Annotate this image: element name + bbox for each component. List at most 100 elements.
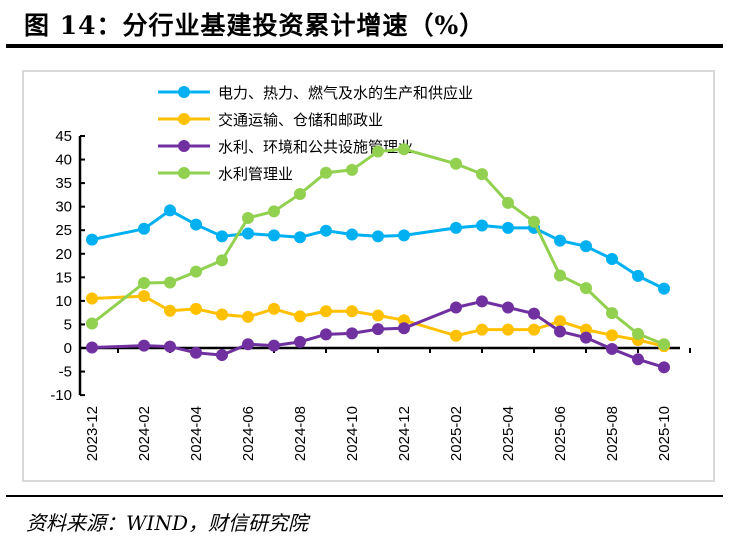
data-point — [632, 353, 644, 366]
data-point — [450, 221, 462, 234]
data-point — [242, 227, 254, 240]
data-point — [528, 215, 540, 228]
data-point — [606, 307, 618, 320]
data-point — [632, 327, 644, 340]
data-point — [190, 302, 202, 315]
data-point — [398, 322, 410, 335]
y-tick-label: 15 — [55, 269, 72, 286]
data-point — [658, 361, 670, 374]
data-point — [294, 335, 306, 348]
y-tick-label: 20 — [55, 246, 72, 263]
y-tick-label: 30 — [55, 199, 72, 216]
data-point — [86, 317, 98, 330]
figure-title: 图 14：分行业基建投资累计增速（%） — [24, 11, 486, 40]
series-2 — [86, 295, 670, 374]
data-point — [242, 310, 254, 323]
legend-swatch-marker — [178, 167, 190, 179]
series-3 — [86, 143, 670, 351]
data-point — [320, 166, 332, 179]
data-point — [554, 315, 566, 328]
data-point — [398, 229, 410, 242]
data-point — [502, 221, 514, 234]
data-point — [190, 346, 202, 359]
x-tick-label: 2024-12 — [396, 406, 413, 461]
legend-label: 水利管理业 — [218, 165, 293, 183]
data-point — [450, 157, 462, 170]
data-point — [86, 233, 98, 246]
y-tick-label: 5 — [64, 316, 72, 333]
y-tick-label: 25 — [55, 222, 72, 239]
data-point — [372, 323, 384, 336]
y-tick-label: -5 — [59, 364, 72, 381]
data-point — [346, 327, 358, 340]
data-point — [216, 349, 228, 362]
data-point — [658, 282, 670, 295]
data-point — [86, 341, 98, 354]
data-point — [242, 338, 254, 351]
data-point — [138, 276, 150, 289]
x-tick-label: 2025-04 — [500, 406, 517, 461]
legend-label: 交通运输、仓储和邮政业 — [218, 111, 383, 129]
data-point — [502, 323, 514, 336]
data-point — [346, 228, 358, 241]
data-point — [86, 292, 98, 305]
legend-label: 电力、热力、燃气及水的生产和供应业 — [218, 84, 473, 102]
data-point — [502, 196, 514, 209]
data-point — [580, 331, 592, 344]
data-point — [216, 254, 228, 267]
data-point — [450, 301, 462, 314]
x-tick-label: 2024-04 — [188, 406, 205, 461]
x-tick-label: 2025-08 — [604, 406, 621, 461]
data-point — [372, 145, 384, 158]
data-point — [294, 187, 306, 200]
data-point — [528, 307, 540, 320]
legend-swatch-marker — [178, 113, 190, 125]
data-point — [268, 339, 280, 352]
title-rule — [6, 44, 723, 48]
data-point — [216, 308, 228, 321]
data-point — [242, 211, 254, 224]
data-point — [294, 310, 306, 323]
y-tick-label: 45 — [55, 128, 72, 145]
data-point — [294, 231, 306, 244]
data-point — [164, 204, 176, 217]
series-0 — [86, 204, 670, 295]
y-tick-label: 35 — [55, 175, 72, 192]
chart-frame — [22, 70, 715, 482]
data-point — [528, 323, 540, 336]
legend-swatch-marker — [178, 86, 190, 98]
footer-rule — [6, 495, 723, 497]
data-point — [580, 282, 592, 295]
data-point — [398, 143, 410, 156]
x-tick-label: 2025-02 — [448, 406, 465, 461]
source-note: 资料来源：WIND，财信研究院 — [26, 511, 308, 535]
data-point — [138, 222, 150, 235]
data-point — [476, 219, 488, 232]
data-point — [138, 290, 150, 303]
data-point — [658, 338, 670, 351]
data-point — [476, 323, 488, 336]
legend-swatch-marker — [178, 140, 190, 152]
data-point — [580, 240, 592, 253]
data-point — [606, 329, 618, 342]
data-point — [606, 252, 618, 265]
x-tick-label: 2024-10 — [344, 406, 361, 461]
data-point — [164, 304, 176, 317]
data-point — [320, 305, 332, 318]
x-tick-label: 2024-08 — [292, 406, 309, 461]
y-tick-label: 0 — [64, 340, 72, 357]
data-point — [164, 340, 176, 353]
data-point — [502, 301, 514, 314]
data-point — [372, 230, 384, 243]
data-point — [138, 339, 150, 352]
data-point — [346, 163, 358, 176]
x-tick-label: 2024-06 — [240, 406, 257, 461]
data-point — [476, 168, 488, 181]
data-point — [450, 329, 462, 342]
data-point — [476, 295, 488, 308]
data-point — [190, 218, 202, 231]
data-point — [216, 230, 228, 243]
legend-label: 水利、环境和公共设施管理业 — [218, 138, 413, 156]
x-tick-label: 2025-06 — [552, 406, 569, 461]
